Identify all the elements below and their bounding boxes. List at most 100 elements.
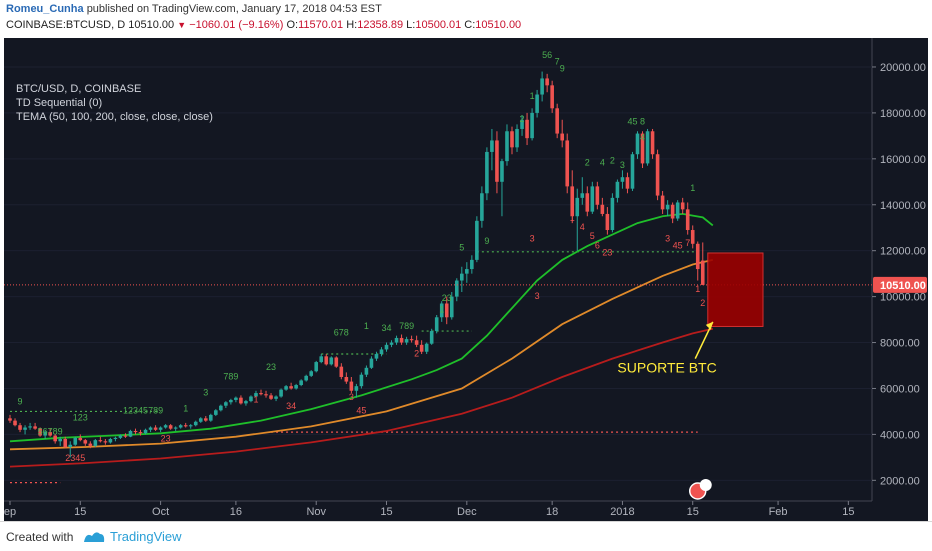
candle-body bbox=[23, 427, 27, 430]
publication-header: Romeu_Cunha published on TradingView.com… bbox=[0, 0, 932, 36]
tradingview-logo-icon bbox=[84, 532, 105, 542]
open-value: 11570.01 bbox=[298, 19, 344, 31]
candle-body bbox=[118, 435, 123, 438]
author-link[interactable]: Romeu_Cunha bbox=[6, 3, 84, 15]
candle-body bbox=[143, 429, 148, 434]
candle-body bbox=[465, 269, 469, 274]
candle-body bbox=[700, 260, 705, 285]
candle-body bbox=[460, 273, 464, 281]
td-count-label: 678 bbox=[334, 328, 349, 338]
td-count-label: 123 bbox=[73, 413, 88, 423]
candle-body bbox=[173, 427, 178, 429]
chart-area[interactable]: 2000.00 4000.00 6000.00 8000.00 10000.00 1200… bbox=[4, 38, 928, 521]
candle-body bbox=[424, 343, 429, 352]
candle-body bbox=[585, 193, 590, 212]
last-price-tag-label: 10510.00 bbox=[880, 280, 926, 292]
price-chart[interactable]: 2000.004000.006000.008000.0010000.001200… bbox=[4, 38, 928, 521]
td-count-label: 1 bbox=[690, 183, 695, 193]
candle-body bbox=[274, 396, 278, 399]
candle-body bbox=[444, 303, 449, 318]
td-count-label: 1 bbox=[253, 394, 258, 404]
candle-body bbox=[304, 375, 308, 381]
candle-body bbox=[485, 151, 489, 194]
annotation-arrowhead-icon bbox=[705, 321, 713, 330]
chart-legend: BTC/USD, D, COINBASE TD Sequential (0) T… bbox=[16, 82, 213, 124]
event-badge-icon bbox=[699, 479, 712, 491]
y-tick-label: 4000.00 bbox=[880, 429, 920, 441]
td-count-label: 3 bbox=[203, 387, 208, 397]
last-price-tag bbox=[873, 276, 927, 293]
candle-body bbox=[229, 399, 233, 403]
candle-body bbox=[429, 331, 434, 344]
candle-body bbox=[540, 78, 544, 95]
td-count-label: 9 bbox=[560, 64, 565, 74]
candle-body bbox=[38, 428, 42, 436]
td-count-label: 56 bbox=[542, 50, 552, 60]
candle-body bbox=[254, 393, 258, 397]
candle-body bbox=[379, 349, 384, 355]
td-count-label: 2 bbox=[610, 155, 615, 165]
candle-body bbox=[133, 430, 138, 433]
candle-body bbox=[299, 380, 303, 386]
candle-body bbox=[439, 303, 444, 318]
candle-body bbox=[560, 133, 564, 141]
td-count-label: 789 bbox=[148, 406, 163, 416]
td-count-label: 6 bbox=[595, 240, 600, 250]
td-count-label: 4 bbox=[600, 158, 605, 168]
x-tick-label: 15 bbox=[380, 506, 392, 518]
chart-background bbox=[4, 38, 928, 521]
candle-body bbox=[404, 339, 409, 343]
high-label: H: bbox=[346, 19, 358, 31]
candle-body bbox=[610, 197, 615, 231]
candle-body bbox=[640, 133, 645, 164]
candle-body bbox=[309, 371, 313, 376]
td-count-label: 5 bbox=[459, 243, 464, 253]
td-count-label: 1 bbox=[439, 305, 444, 315]
candle-body bbox=[650, 131, 655, 155]
candle-body bbox=[63, 438, 68, 448]
last-price: 10510.00 bbox=[128, 19, 175, 31]
candle-body bbox=[665, 204, 670, 210]
td-count-label: 3 bbox=[349, 392, 354, 402]
candle-body bbox=[535, 94, 539, 113]
candle-body bbox=[73, 437, 78, 445]
y-tick-label: 18000.00 bbox=[880, 108, 926, 120]
td-count-label: 2 bbox=[585, 158, 590, 168]
candle-body bbox=[565, 140, 570, 187]
candle-body bbox=[198, 418, 203, 422]
td-count-label: 5 bbox=[590, 231, 595, 241]
candle-body bbox=[344, 376, 349, 382]
candle-body bbox=[113, 437, 118, 439]
td-count-label: 1 bbox=[364, 321, 369, 331]
td-count-label: 23 bbox=[161, 433, 171, 443]
y-tick-label: 12000.00 bbox=[880, 246, 926, 258]
candle-body bbox=[153, 427, 158, 430]
x-tick-label: ep bbox=[4, 506, 16, 518]
candle-body bbox=[209, 414, 213, 421]
candle-body bbox=[68, 444, 73, 448]
candle-body bbox=[349, 381, 354, 391]
x-tick-label: Oct bbox=[152, 506, 169, 518]
td-count-label: 1 bbox=[183, 403, 188, 413]
close-label: C: bbox=[464, 19, 476, 31]
candle-body bbox=[239, 397, 243, 404]
candle-body bbox=[123, 435, 128, 437]
price-change: −1060.01 (−9.16%) bbox=[189, 19, 284, 31]
candle-body bbox=[103, 441, 108, 443]
tradingview-brand[interactable]: TradingView bbox=[110, 529, 182, 544]
candle-body bbox=[475, 220, 479, 260]
legend-symbol: BTC/USD, D, COINBASE bbox=[16, 83, 142, 95]
low-value: 10500.01 bbox=[415, 19, 462, 31]
open-label: O: bbox=[286, 19, 299, 31]
candle-body bbox=[334, 357, 339, 367]
symbol-label: COINBASE:BTCUSD, D bbox=[6, 19, 126, 31]
td-count-label: 45 bbox=[673, 240, 683, 250]
candle-body bbox=[259, 393, 263, 395]
candle-body bbox=[18, 425, 22, 430]
low-label: L: bbox=[406, 19, 416, 31]
td-count-label: 3 bbox=[620, 160, 625, 170]
candle-body bbox=[83, 440, 88, 444]
candle-body bbox=[409, 339, 414, 341]
candle-body bbox=[555, 108, 559, 134]
td-count-label: 3 bbox=[665, 233, 670, 243]
